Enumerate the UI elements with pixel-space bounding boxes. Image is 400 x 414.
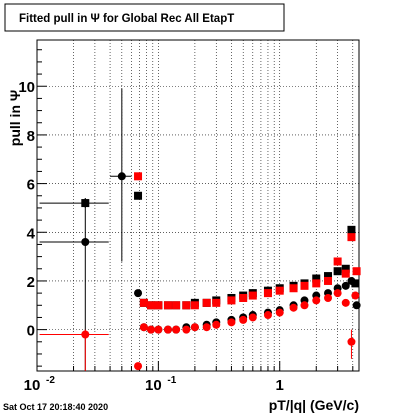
- data-point-circle: [227, 318, 236, 327]
- y-tick-label: 4: [27, 225, 36, 242]
- data-point-square: [227, 296, 236, 305]
- data-point-circle: [300, 301, 309, 310]
- data-point-circle: [190, 323, 199, 332]
- data-point-square: [239, 293, 248, 302]
- data-point-circle: [351, 291, 360, 300]
- data-point-square: [312, 279, 321, 288]
- data-marks: [81, 172, 361, 371]
- data-point-square: [154, 301, 163, 310]
- data-point-square: [324, 272, 333, 281]
- data-point-square: [300, 281, 309, 290]
- data-point-square: [324, 276, 333, 285]
- data-point-circle: [275, 308, 284, 317]
- data-point-circle: [81, 330, 90, 339]
- data-point-square: [212, 298, 221, 307]
- data-point-circle: [347, 276, 356, 285]
- y-tick-label: 8: [27, 128, 35, 145]
- data-point-circle: [248, 313, 257, 322]
- data-point-circle: [324, 293, 333, 302]
- y-tick-label: 10: [18, 79, 35, 96]
- data-point-square: [351, 279, 360, 288]
- data-point-square: [341, 264, 350, 273]
- data-point-square: [341, 269, 350, 278]
- data-point-square: [263, 289, 272, 298]
- data-point-square: [202, 298, 211, 307]
- x-axis-label: pT/|q| (GeV/c): [269, 397, 359, 413]
- data-point-square: [248, 291, 257, 300]
- data-point-square: [347, 233, 356, 242]
- data-point-square: [347, 225, 356, 234]
- y-axis-label: pull in Ψ: [7, 90, 23, 146]
- data-point-square: [139, 298, 148, 307]
- x-tick-label-exponent: -1: [167, 375, 176, 386]
- data-point-circle: [312, 296, 321, 305]
- y-tick-label: 0: [27, 323, 35, 340]
- data-point-square: [289, 284, 298, 293]
- data-point-circle: [289, 303, 298, 312]
- y-tick-label: 6: [27, 177, 35, 194]
- ticks: 0 2 4 6 8 10 10 -2 10 -1 1: [18, 49, 354, 394]
- data-point-square: [163, 301, 172, 310]
- data-point-circle: [172, 325, 181, 334]
- data-point-square: [275, 286, 284, 295]
- x-tick-label-exponent: -2: [46, 375, 55, 386]
- data-point-circle: [347, 337, 356, 346]
- data-point-square: [352, 267, 361, 276]
- timestamp: Sat Oct 17 20:18:40 2020: [3, 402, 108, 412]
- data-point-circle: [341, 281, 350, 290]
- data-point-circle: [139, 323, 148, 332]
- data-point-circle: [163, 325, 172, 334]
- data-point-square: [81, 199, 90, 208]
- data-point-circle: [182, 325, 191, 334]
- data-point-square: [172, 301, 181, 310]
- data-point-circle: [154, 325, 163, 334]
- x-tick-label: 10: [145, 377, 162, 394]
- data-point-square: [333, 267, 342, 276]
- data-point-circle: [147, 325, 156, 334]
- data-point-square: [182, 301, 191, 310]
- data-point-circle: [117, 172, 126, 181]
- title-box: [4, 3, 285, 32]
- axes: [36, 39, 360, 372]
- data-point-circle: [134, 362, 143, 371]
- data-point-circle: [81, 238, 90, 247]
- data-point-square: [134, 191, 143, 200]
- data-point-circle: [239, 315, 248, 324]
- data-point-square: [147, 301, 156, 310]
- data-point-circle: [202, 323, 211, 332]
- data-point-square: [333, 257, 342, 266]
- chart-title: Fitted pull in Ψ for Global Rec All Etap…: [19, 13, 234, 25]
- data-point-circle: [263, 311, 272, 320]
- data-point-circle: [341, 298, 350, 307]
- labels: Fitted pull in Ψ for Global Rec All Etap…: [3, 3, 359, 413]
- plot-frame: [36, 39, 360, 372]
- data-point-square: [190, 301, 199, 310]
- data-point-circle: [212, 320, 221, 329]
- x-tick-label: 1: [276, 377, 284, 394]
- data-point-circle: [134, 289, 143, 298]
- data-point-square: [134, 172, 143, 181]
- data-point-circle: [333, 289, 342, 298]
- data-point-square: [312, 274, 321, 283]
- data-point-circle: [352, 301, 361, 310]
- y-tick-label: 2: [27, 274, 35, 291]
- x-tick-label: 10: [24, 377, 41, 394]
